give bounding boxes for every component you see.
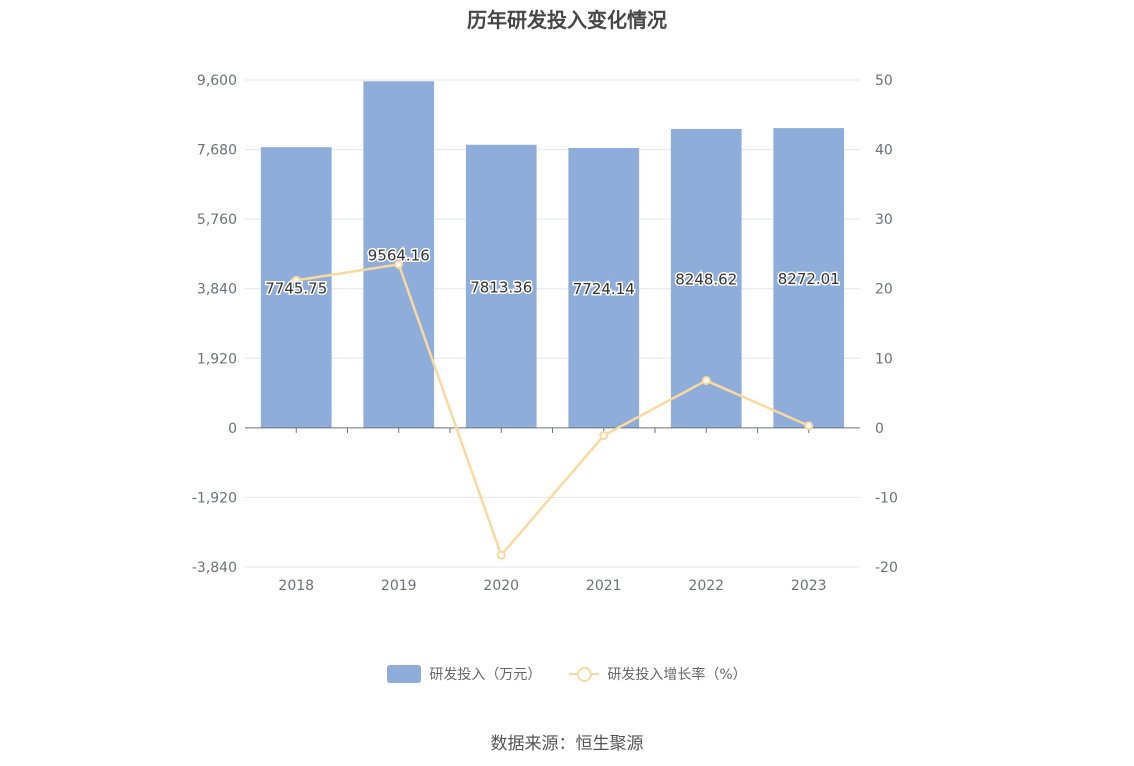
- y-left-tick-label: 9,600: [197, 73, 237, 89]
- y-left-tick-label: 0: [228, 421, 237, 437]
- growth-rate-point: [291, 275, 301, 285]
- y-right-tick-label: 20: [875, 282, 893, 298]
- y-left-tick-label: 7,680: [197, 143, 237, 159]
- chart-title: 历年研发投入变化情况: [467, 8, 667, 32]
- y-right-tick-label: -20: [875, 560, 898, 576]
- y-right-tick-label: 10: [875, 351, 893, 367]
- bar-data-label: 7813.36: [470, 278, 532, 296]
- legend: 研发投入（万元） 研发投入增长率（%）: [0, 664, 1134, 684]
- x-tick-label: 2020: [483, 578, 519, 594]
- x-tick-label: 2023: [791, 578, 827, 594]
- legend-item-growth-rate[interactable]: 研发投入增长率（%）: [569, 664, 747, 684]
- y-left-tick-label: 5,760: [197, 212, 237, 228]
- y-right-tick-label: 40: [875, 143, 893, 159]
- x-tick-label: 2022: [688, 578, 724, 594]
- bar-data-label: 7745.75: [265, 280, 327, 298]
- x-tick-label: 2021: [586, 578, 622, 594]
- bar: [260, 147, 332, 428]
- bar: [465, 144, 537, 428]
- bar-data-label: 8248.62: [675, 270, 737, 288]
- bar-data-label: 9564.16: [368, 247, 430, 265]
- y-right-tick-label: -10: [875, 490, 898, 506]
- bar: [773, 128, 845, 428]
- y-right-tick-label: 30: [875, 212, 893, 228]
- growth-rate-line: [296, 262, 810, 558]
- growth-rate-point: [701, 376, 711, 386]
- y-right-tick-label: 50: [875, 73, 893, 89]
- legend-line-swatch: [569, 665, 600, 683]
- y-left-tick-label: 3,840: [197, 282, 237, 298]
- y-left-tick-label: -3,840: [192, 560, 237, 576]
- growth-rate-point: [496, 550, 506, 560]
- legend-bar-swatch: [387, 665, 422, 683]
- y-left-tick-label: -1,920: [192, 490, 237, 506]
- legend-item-rd-investment[interactable]: 研发投入（万元）: [387, 664, 541, 684]
- bar-data-label: 7724.14: [573, 280, 635, 298]
- growth-rate-point: [394, 259, 404, 269]
- bar: [363, 81, 435, 428]
- x-tick-label: 2019: [381, 578, 417, 594]
- x-tick-label: 2018: [278, 578, 314, 594]
- growth-rate-point: [599, 431, 609, 441]
- y-right-tick-label: 0: [875, 421, 884, 437]
- growth-rate-point: [804, 421, 814, 431]
- y-left-tick-label: 1,920: [197, 351, 237, 367]
- legend-label-rd-investment: 研发投入（万元）: [429, 667, 542, 683]
- data-source: 数据来源：恒生聚源: [490, 734, 644, 754]
- bar: [568, 147, 640, 428]
- bar-data-label: 8272.01: [778, 270, 840, 288]
- legend-label-growth-rate: 研发投入增长率（%）: [607, 667, 747, 683]
